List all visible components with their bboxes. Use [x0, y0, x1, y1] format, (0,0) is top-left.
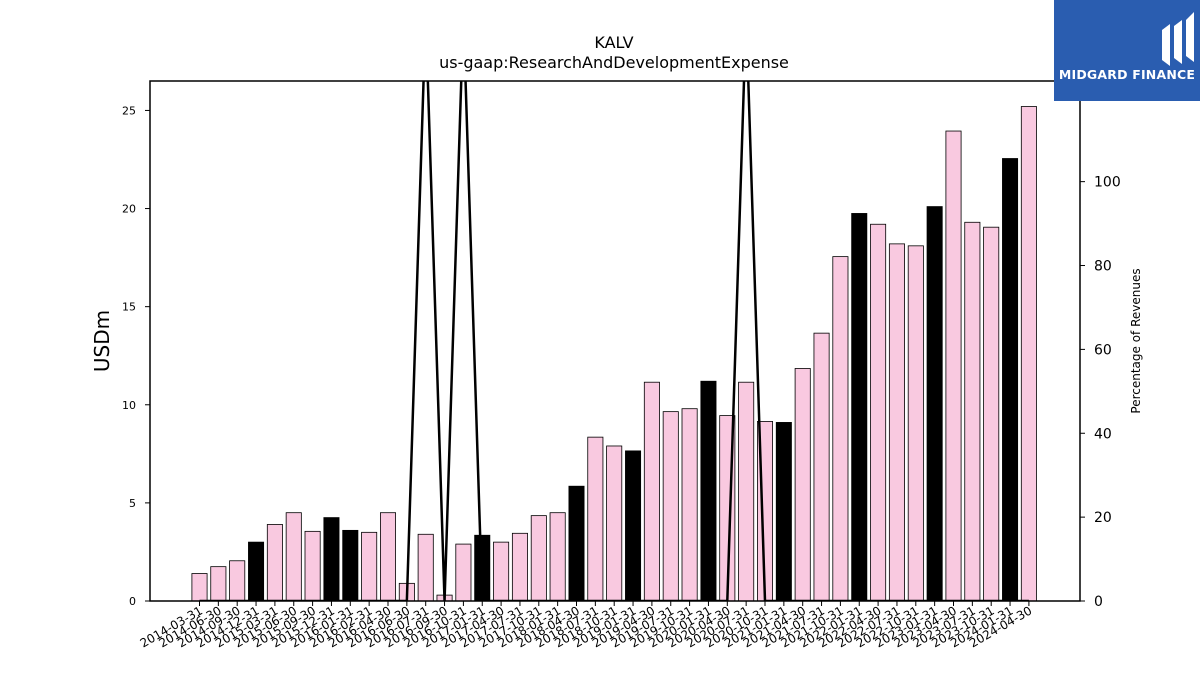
chart-subtitle: us-gaap:ResearchAndDevelopmentExpense [439, 53, 789, 72]
y-axis-label: USDm [90, 310, 114, 372]
bar-2015-12-31 [323, 517, 340, 602]
bar-2018-07-31 [587, 436, 604, 602]
bar-2014-03-31 [191, 573, 208, 602]
bar-2022-10-31 [907, 245, 924, 602]
bar-2016-07-31 [417, 533, 434, 602]
bar-2015-03-31 [266, 524, 283, 602]
y-tick-label: 10 [122, 399, 136, 412]
bar-2023-01-31 [926, 206, 943, 602]
bar-2016-10-31 [455, 543, 472, 602]
bar-2022-07-31 [888, 243, 905, 602]
bar-2021-04-30 [794, 368, 811, 602]
brand-logo: MIDGARD FINANCE [1054, 0, 1200, 101]
bar-2022-04-30 [870, 223, 887, 602]
bar-2023-04-30 [945, 130, 962, 602]
chart-title: KALV [594, 33, 633, 52]
bar-2019-07-31 [662, 411, 679, 602]
bar-2018-01-31 [549, 512, 566, 602]
bar-2022-01-31 [851, 213, 868, 602]
axes: 05101520250204060801002014-03-312014-06-… [122, 80, 1121, 650]
bar-2016-01-31 [342, 529, 359, 602]
bar-series [191, 106, 1037, 602]
y-tick-label: 25 [122, 104, 136, 117]
y-tick-label: 20 [122, 203, 136, 216]
bar-2016-02-31 [361, 531, 378, 602]
y2-tick-label: 100 [1094, 175, 1121, 191]
bar-2023-10-31 [983, 226, 1000, 602]
bar-2019-04-30 [643, 381, 660, 602]
y2-tick-label: 40 [1094, 426, 1112, 442]
bar-2017-10-31 [530, 515, 547, 602]
bar-2017-04-30 [493, 541, 510, 602]
bar-2024-04-30 [1020, 106, 1037, 602]
y2-tick-label: 80 [1094, 259, 1112, 275]
bar-2019-01-31 [625, 450, 642, 602]
y-tick-label: 0 [129, 595, 136, 608]
bar-2020-07-31 [738, 381, 755, 602]
bar-2023-07-31 [964, 221, 981, 602]
bar-2018-04-30 [568, 485, 585, 602]
plot-frame [149, 80, 1081, 602]
bar-2024-01-31 [1002, 158, 1019, 602]
bar-2018-10-31 [606, 445, 623, 602]
y2-tick-label: 20 [1094, 510, 1112, 526]
bar-2021-07-31 [813, 332, 830, 602]
y2-axis-label: Percentage of Revenues [1129, 268, 1143, 413]
y2-tick-label: 0 [1094, 594, 1103, 610]
bar-2021-01-31 [775, 422, 792, 602]
midgard-logo-icon [1162, 12, 1194, 66]
bar-2014-12-31 [248, 541, 265, 602]
y-tick-label: 15 [122, 301, 136, 314]
y-tick-label: 5 [129, 497, 136, 510]
bar-2020-01-31 [700, 380, 717, 602]
brand-name: MIDGARD FINANCE [1058, 67, 1196, 82]
bar-2015-09-30 [304, 530, 321, 602]
bar-2014-09-30 [229, 560, 246, 602]
bar-2015-06-30 [285, 512, 302, 602]
bar-2021-10-31 [832, 256, 849, 602]
y2-tick-label: 60 [1094, 342, 1112, 358]
bar-2014-06-30 [210, 566, 227, 602]
bar-2019-10-31 [681, 408, 698, 602]
bar-2016-04-30 [379, 512, 396, 602]
bar-2017-07-31 [511, 532, 528, 602]
